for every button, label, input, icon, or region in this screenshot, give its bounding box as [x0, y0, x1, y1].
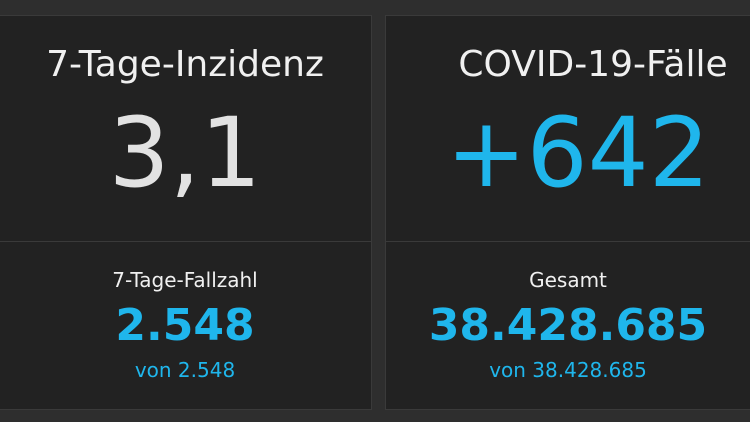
main-value: 3,1 [108, 97, 262, 209]
sub-label: Gesamt [529, 268, 607, 292]
sub-label: 7-Tage-Fallzahl [112, 268, 258, 292]
sub-value: 38.428.685 [428, 300, 708, 351]
sub-value: 2.548 [115, 300, 255, 351]
panel-title: 7-Tage-Inzidenz [46, 44, 324, 85]
sub-note: von 2.548 [134, 358, 236, 382]
sub-note: von 38.428.685 [489, 358, 647, 382]
main-value: +642 [446, 97, 710, 209]
incidence-panel: 7-Tage-Inzidenz 3,1 7-Tage-Fallzahl 2.54… [0, 15, 372, 410]
cases-panel: COVID-19-Fälle +642 Gesamt 38.428.685 vo… [385, 15, 750, 410]
panel-top: COVID-19-Fälle +642 [386, 16, 750, 242]
panel-top: 7-Tage-Inzidenz 3,1 [0, 16, 371, 242]
panel-title: COVID-19-Fälle [458, 44, 728, 85]
